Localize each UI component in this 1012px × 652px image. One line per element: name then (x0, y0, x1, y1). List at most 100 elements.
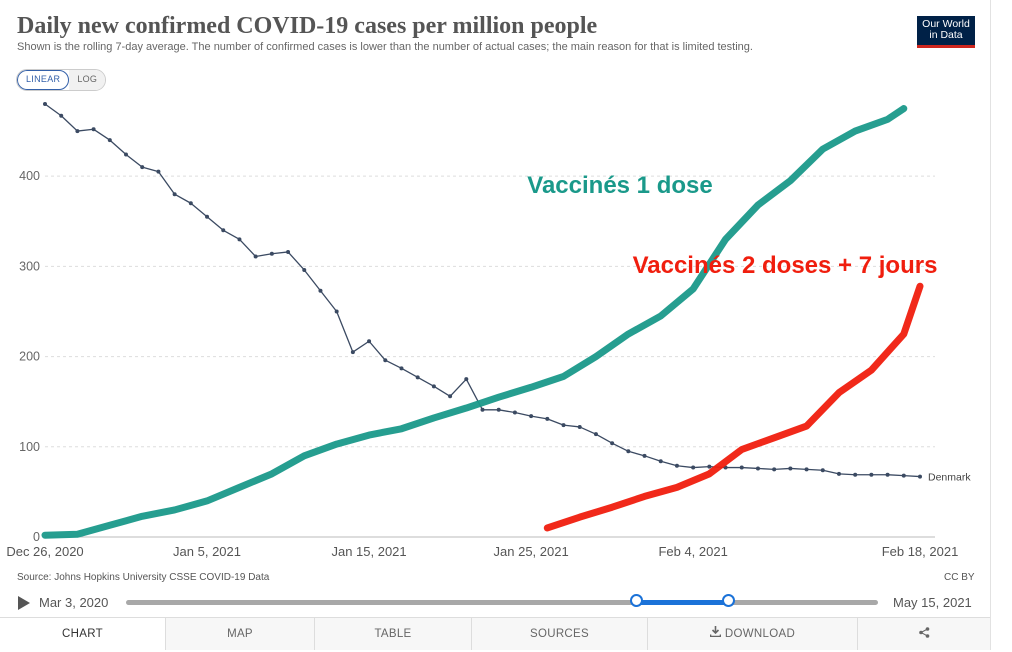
line-chart: 0 100 200 300 400 Dec 26, 2020 Jan 5, 2021 Jan … (6, 102, 971, 559)
chart-frame (990, 0, 991, 650)
scale-toggle: LINEAR LOG (16, 69, 107, 91)
data-point (221, 228, 226, 233)
linear-scale-button[interactable]: LINEAR (17, 70, 70, 90)
chart-title: Daily new confirmed COVID-19 cases per m… (17, 13, 598, 39)
data-point (918, 474, 922, 479)
data-point (431, 384, 436, 389)
logo-line-2: in Data (929, 29, 963, 41)
timeline-start-handle[interactable] (630, 594, 643, 607)
log-scale-button[interactable]: LOG (69, 70, 106, 90)
timeline-end-label: May 15, 2021 (893, 595, 972, 610)
data-point (545, 416, 550, 421)
timeline: Mar 3, 2020 May 15, 2021 (0, 592, 990, 614)
data-point (318, 288, 323, 293)
data-point (140, 165, 145, 170)
data-point (529, 414, 534, 419)
tab-download-label: DOWNLOAD (724, 628, 796, 640)
data-point (302, 267, 307, 272)
data-point (464, 377, 469, 382)
data-point (610, 441, 615, 446)
tab-download[interactable]: DOWNLOAD (647, 618, 857, 650)
timeline-start-label: Mar 3, 2020 (39, 595, 109, 610)
tab-table[interactable]: TABLE (314, 618, 471, 650)
data-point (836, 471, 841, 476)
tab-share[interactable] (857, 618, 990, 650)
x-tick-label: Feb 4, 2021 (658, 544, 727, 559)
data-point (399, 366, 404, 371)
series-line-denmark (44, 103, 921, 478)
chart-subtitle: Shown is the rolling 7-day average. The … (17, 41, 753, 53)
data-point (188, 201, 193, 206)
series-end-label: Denmark (928, 472, 971, 484)
tab-map[interactable]: MAP (165, 618, 314, 650)
data-point (772, 467, 777, 472)
timeline-selected-range (637, 600, 729, 605)
data-point (707, 464, 712, 469)
data-point (124, 152, 129, 157)
y-tick-label: 200 (19, 350, 40, 364)
y-tick-label: 0 (33, 530, 40, 544)
data-point (626, 449, 631, 454)
data-point (415, 375, 420, 380)
license-link[interactable]: CC BY (944, 572, 975, 583)
logo-line-1: Our World (922, 18, 970, 30)
data-point (658, 459, 663, 464)
timeline-end-handle[interactable] (722, 594, 735, 607)
x-tick-label: Jan 25, 2021 (494, 544, 569, 559)
series-line-vaccines-2-doses (543, 282, 924, 532)
data-point (107, 138, 112, 143)
data-point (286, 249, 291, 254)
data-point (156, 169, 161, 174)
data-point (593, 432, 598, 437)
play-icon[interactable] (18, 596, 30, 610)
x-tick-label: Jan 5, 2021 (173, 544, 241, 559)
data-point (642, 453, 647, 458)
data-point (512, 410, 517, 415)
y-tick-label: 100 (19, 440, 40, 454)
data-point (577, 424, 582, 429)
y-tick-label: 400 (19, 169, 40, 183)
data-point (885, 472, 890, 477)
data-point (804, 467, 809, 472)
owid-logo[interactable]: Our World in Data (917, 16, 975, 48)
timeline-track[interactable] (126, 594, 878, 607)
data-point (691, 465, 696, 470)
data-point (91, 127, 96, 132)
data-point (496, 407, 501, 412)
data-point (448, 394, 453, 399)
x-tick-label: Dec 26, 2020 (6, 544, 83, 559)
data-point (853, 472, 858, 477)
data-point (480, 407, 485, 412)
data-point (43, 102, 47, 107)
data-point (788, 466, 793, 471)
share-icon (918, 627, 930, 640)
data-point (75, 129, 80, 134)
source-note[interactable]: Source: Johns Hopkins University CSSE CO… (17, 572, 270, 583)
data-point (820, 468, 825, 473)
tab-sources[interactable]: SOURCES (471, 618, 647, 650)
data-point (869, 472, 874, 477)
data-point (367, 339, 372, 344)
download-icon (709, 618, 722, 650)
x-tick-label: Feb 18, 2021 (882, 544, 959, 559)
series-line-vaccines-1-dose (41, 105, 908, 539)
annotation-vaccines-1-dose: Vaccinés 1 dose (527, 172, 712, 199)
data-point (383, 358, 388, 363)
data-point (755, 466, 760, 471)
data-point (205, 214, 210, 219)
data-point (674, 463, 679, 468)
data-point (561, 423, 566, 428)
tab-bar: CHART MAP TABLE SOURCES DOWNLOAD (0, 617, 990, 651)
tab-chart[interactable]: CHART (0, 618, 165, 650)
data-point (334, 309, 339, 314)
annotation-vaccines-2-doses: Vaccinés 2 doses + 7 jours (633, 252, 938, 279)
y-tick-label: 300 (19, 259, 40, 273)
data-point (59, 113, 64, 118)
data-point (350, 350, 355, 355)
data-point (253, 254, 258, 259)
data-point (237, 237, 242, 242)
data-point (739, 465, 744, 470)
data-point (901, 473, 906, 478)
x-tick-label: Jan 15, 2021 (331, 544, 406, 559)
data-point (269, 251, 274, 256)
